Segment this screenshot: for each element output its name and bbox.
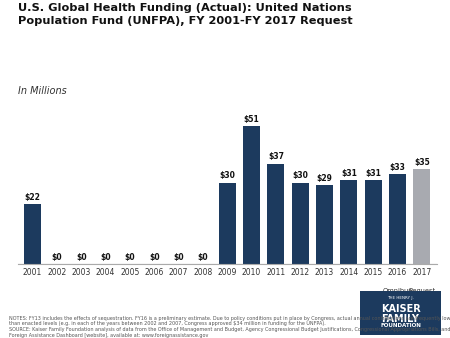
Text: NOTES: FY13 includes the effects of sequestration. FY16 is a preliminary estimat: NOTES: FY13 includes the effects of sequ… xyxy=(9,316,450,338)
Bar xyxy=(243,126,260,264)
Text: $0: $0 xyxy=(149,253,160,262)
Bar xyxy=(340,180,357,264)
Bar xyxy=(219,183,236,264)
Text: $31: $31 xyxy=(341,169,357,178)
Bar xyxy=(292,183,309,264)
Text: $33: $33 xyxy=(390,163,405,172)
Text: In Millions: In Millions xyxy=(18,86,67,96)
Bar xyxy=(364,180,382,264)
Text: KAISER: KAISER xyxy=(381,304,420,314)
Bar xyxy=(414,169,430,264)
Text: FOUNDATION: FOUNDATION xyxy=(380,323,421,328)
Text: $31: $31 xyxy=(365,169,381,178)
Bar xyxy=(389,174,406,264)
Text: $22: $22 xyxy=(25,193,40,202)
Text: $35: $35 xyxy=(414,158,430,167)
Text: THE HENRY J.: THE HENRY J. xyxy=(387,296,414,300)
Text: FAMILY: FAMILY xyxy=(382,314,419,323)
Text: Omnibus: Omnibus xyxy=(382,288,413,294)
Text: $30: $30 xyxy=(219,171,235,180)
Text: $51: $51 xyxy=(244,115,260,124)
Text: $0: $0 xyxy=(173,253,184,262)
Bar xyxy=(267,164,284,264)
Text: $0: $0 xyxy=(52,253,62,262)
Text: $0: $0 xyxy=(125,253,135,262)
Text: U.S. Global Health Funding (Actual): United Nations
Population Fund (UNFPA), FY : U.S. Global Health Funding (Actual): Uni… xyxy=(18,3,353,26)
Text: $37: $37 xyxy=(268,152,284,162)
Text: $0: $0 xyxy=(100,253,111,262)
Bar xyxy=(316,185,333,264)
Bar xyxy=(24,204,41,264)
Text: $0: $0 xyxy=(76,253,86,262)
Text: $0: $0 xyxy=(198,253,208,262)
Text: $29: $29 xyxy=(317,174,333,183)
Text: $30: $30 xyxy=(292,171,308,180)
Text: Request: Request xyxy=(408,288,436,294)
